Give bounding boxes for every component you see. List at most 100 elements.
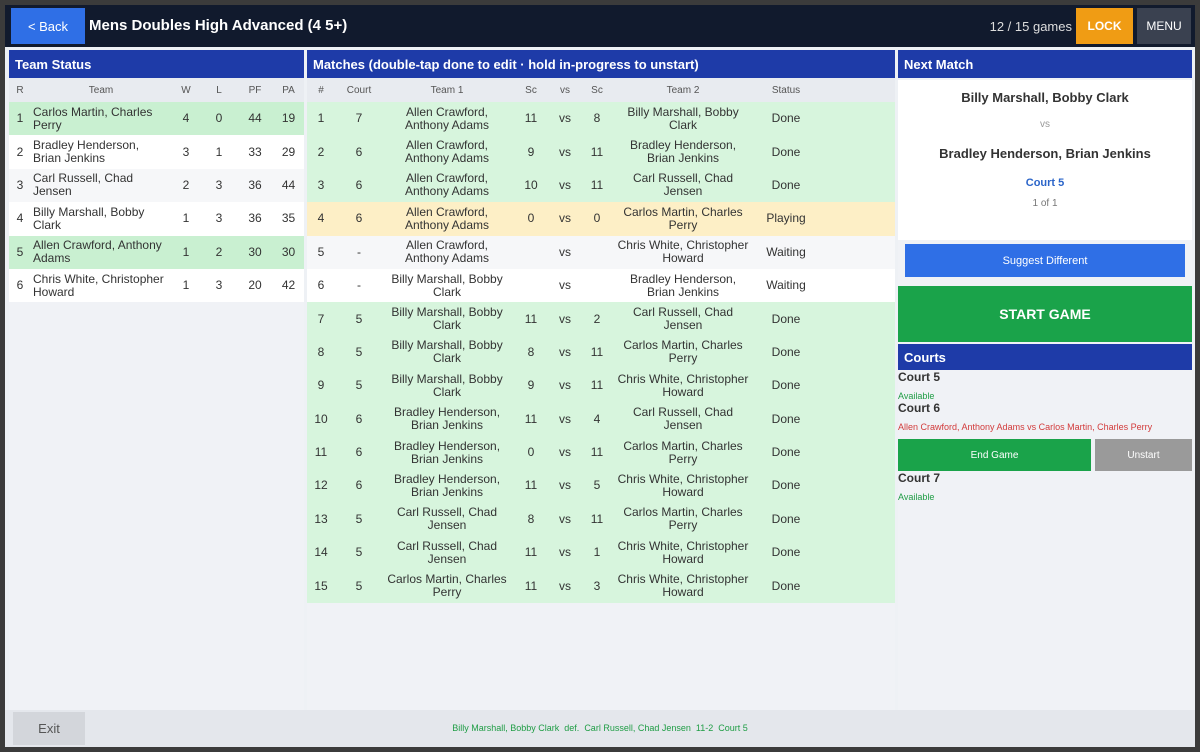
row[interactable]: 6 - Billy Marshall, Bobby Clark vs Bradley H…: [307, 268, 895, 303]
cell: Done: [771, 177, 801, 192]
cell: 5: [317, 244, 325, 259]
row[interactable]: 11 6 Bradley Henderson, Brian Jenkins 0 vs 11…: [307, 435, 895, 470]
cell: 6: [16, 278, 24, 293]
cell: 1: [182, 244, 190, 259]
cell: 2: [593, 311, 601, 326]
row[interactable]: 9 5 Billy Marshall, Bobby Clark 9 vs 11 Chris …: [307, 369, 895, 403]
row[interactable]: 4 Billy Marshall, Bobby Clark 1 3 36 35: [9, 202, 304, 236]
cell: [511, 236, 551, 269]
matches-panel: Matches (double-tap done to edit · hold …: [307, 50, 895, 710]
cell: 5: [16, 244, 24, 259]
cell: Bradley Henderson, Brian Jenkins: [393, 405, 501, 433]
row[interactable]: 5 Allen Crawford, Anthony Adams 1 2 30 30: [9, 235, 304, 269]
row[interactable]: 2 6 Allen Crawford, Anthony Adams 9 vs 11 Brad…: [307, 135, 895, 169]
spacer: [821, 269, 895, 302]
spacer: [821, 369, 895, 402]
cell: 11: [590, 511, 604, 526]
row[interactable]: 13 5 Carl Russell, Chad Jensen 8 vs 11 Carlos …: [307, 502, 895, 537]
team-status-panel: Team Status R Team W L PF PA 1 Carlos Martin, C…: [9, 50, 304, 710]
spacer: [821, 436, 895, 469]
column-header: Team 2: [615, 78, 751, 102]
cell: 0: [527, 211, 535, 226]
row[interactable]: 2 Bradley Henderson, Brian Jenkins 3 1 33 29: [9, 135, 304, 169]
cell: 3: [593, 578, 601, 593]
cell: Waiting: [766, 244, 806, 259]
cell: Playing: [766, 211, 806, 226]
spacer: [821, 403, 895, 436]
cell: 35: [281, 211, 296, 226]
cell: Billy Marshall, Bobby Clark: [391, 271, 503, 299]
spacer: [821, 569, 895, 602]
cell: 8: [527, 511, 535, 526]
cell: -: [357, 278, 361, 293]
cell: 14: [314, 545, 328, 560]
cell: 6: [355, 177, 363, 192]
cell: 3: [16, 177, 24, 192]
cell: Done: [771, 578, 801, 593]
lock-button[interactable]: LOCK: [1076, 8, 1133, 44]
row[interactable]: 12 6 Bradley Henderson, Brian Jenkins 11 vs 5…: [307, 469, 895, 503]
cell: 1: [16, 111, 24, 126]
cell: 4: [16, 211, 24, 226]
cell: Bradley Henderson, Brian Jenkins: [393, 471, 501, 499]
cell: Waiting: [766, 278, 806, 293]
cell: 1: [593, 545, 601, 560]
cell: Carl Russell, Chad Jensen: [632, 405, 734, 433]
spacer: [821, 302, 895, 335]
cell: 30: [248, 244, 262, 259]
cell: -: [357, 244, 361, 259]
cell: vs: [559, 278, 571, 293]
row[interactable]: 14 5 Carl Russell, Chad Jensen 11 vs 1 Chris W…: [307, 536, 895, 570]
cell: vs: [559, 578, 571, 593]
cell: vs: [559, 411, 571, 426]
row[interactable]: 10 6 Bradley Henderson, Brian Jenkins 11 vs 4…: [307, 402, 895, 436]
cell: Carl Russell, Chad Jensen: [632, 305, 734, 333]
row[interactable]: 1 7 Allen Crawford, Anthony Adams 11 vs 8 Bill…: [307, 102, 895, 136]
spacer: [821, 236, 895, 269]
cell: 6: [317, 278, 325, 293]
column-header: Court: [335, 78, 383, 102]
row[interactable]: 8 5 Billy Marshall, Bobby Clark 8 vs 11 Carlos…: [307, 335, 895, 370]
court-card: Court 5 Available: [898, 370, 1192, 401]
row[interactable]: 7 5 Billy Marshall, Bobby Clark 11 vs 2 Carl R…: [307, 302, 895, 336]
panel-header: Team Status: [9, 50, 304, 78]
side-panel: Next Match Billy Marshall, Bobby Clark v…: [898, 50, 1192, 710]
cell: [511, 269, 551, 302]
cell: 11: [524, 545, 538, 560]
court-status: Allen Crawford, Anthony Adams vs Carlos …: [898, 422, 1153, 432]
cell: 6: [355, 478, 363, 493]
cell: 3: [182, 144, 190, 159]
cell: 30: [281, 244, 296, 259]
spacer: [821, 536, 895, 569]
cell: 4: [317, 211, 325, 226]
row[interactable]: 3 Carl Russell, Chad Jensen 2 3 36 44: [9, 168, 304, 203]
cell: vs: [559, 378, 571, 393]
suggest-button[interactable]: Suggest Different: [905, 244, 1185, 277]
row[interactable]: 15 5 Carlos Martin, Charles Perry 11 vs 3 Chri…: [307, 569, 895, 603]
panel-header: Matches (double-tap done to edit · hold …: [307, 50, 895, 78]
row[interactable]: 1 Carlos Martin, Charles Perry 4 0 44 19: [9, 102, 304, 136]
row[interactable]: 5 - Allen Crawford, Anthony Adams vs Chris W…: [307, 235, 895, 269]
exit-button[interactable]: Exit: [13, 712, 85, 745]
row[interactable]: 4 6 Allen Crawford, Anthony Adams 0 vs 0 Carlo…: [307, 202, 895, 236]
cell: Billy Marshall, Bobby Clark: [627, 104, 739, 132]
cell: Done: [771, 111, 801, 126]
cell: 36: [248, 177, 262, 192]
cell: 6: [355, 211, 363, 226]
row[interactable]: 6 Chris White, Christopher Howard 1 3 20 42: [9, 268, 304, 303]
court-action[interactable]: End Game: [898, 439, 1091, 471]
back-button[interactable]: < Back: [11, 8, 85, 44]
cell: Billy Marshall, Bobby Clark: [33, 204, 145, 232]
start-button[interactable]: START GAME: [898, 286, 1192, 342]
row[interactable]: 3 6 Allen Crawford, Anthony Adams 10 vs 11 Car…: [307, 168, 895, 203]
spacer: [821, 202, 895, 235]
last-result: Billy Marshall, Bobby Clark def. Carl Ru…: [452, 723, 748, 733]
cell: Allen Crawford, Anthony Adams: [404, 138, 490, 166]
court-action[interactable]: Unstart: [1095, 439, 1192, 471]
cell: 11: [590, 177, 604, 192]
cell: 8: [593, 111, 601, 126]
column-header: Team 1: [383, 78, 511, 102]
menu-button[interactable]: MENU: [1137, 8, 1191, 44]
cell: Billy Marshall, Bobby Clark: [391, 371, 503, 399]
